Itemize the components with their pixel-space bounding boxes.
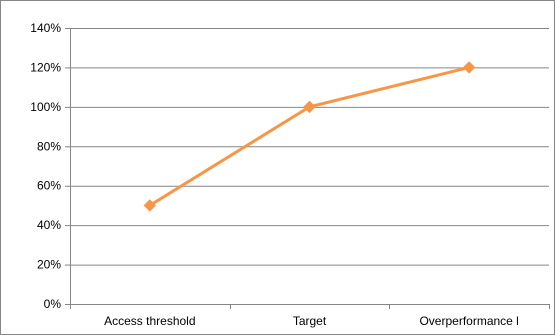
x-tick-label: Target: [293, 314, 327, 328]
y-tick-label: 100%: [30, 100, 61, 114]
y-tick-label: 60%: [37, 179, 61, 193]
data-point-marker: [143, 199, 157, 212]
y-tick-label: 40%: [37, 218, 61, 232]
x-tick-label: Overperformance l: [419, 314, 518, 328]
y-tick-label: 120%: [30, 60, 61, 74]
y-tick-label: 0%: [44, 297, 62, 311]
y-tick-label: 20%: [37, 258, 61, 272]
y-tick-label: 80%: [37, 139, 61, 153]
series-line: [148, 65, 471, 207]
x-tick-label: Access threshold: [104, 314, 195, 328]
axes: [65, 28, 550, 309]
y-tick-labels: 0% 20% 40% 60% 80% 100% 120% 140%: [30, 21, 61, 311]
data-point-marker: [303, 100, 316, 114]
gridlines: [70, 28, 549, 266]
data-point-marker: [462, 61, 476, 74]
x-tick-labels: Access threshold Target Overperformance l: [104, 314, 519, 328]
y-tick-label: 140%: [30, 21, 61, 35]
series-layer: [143, 61, 476, 212]
